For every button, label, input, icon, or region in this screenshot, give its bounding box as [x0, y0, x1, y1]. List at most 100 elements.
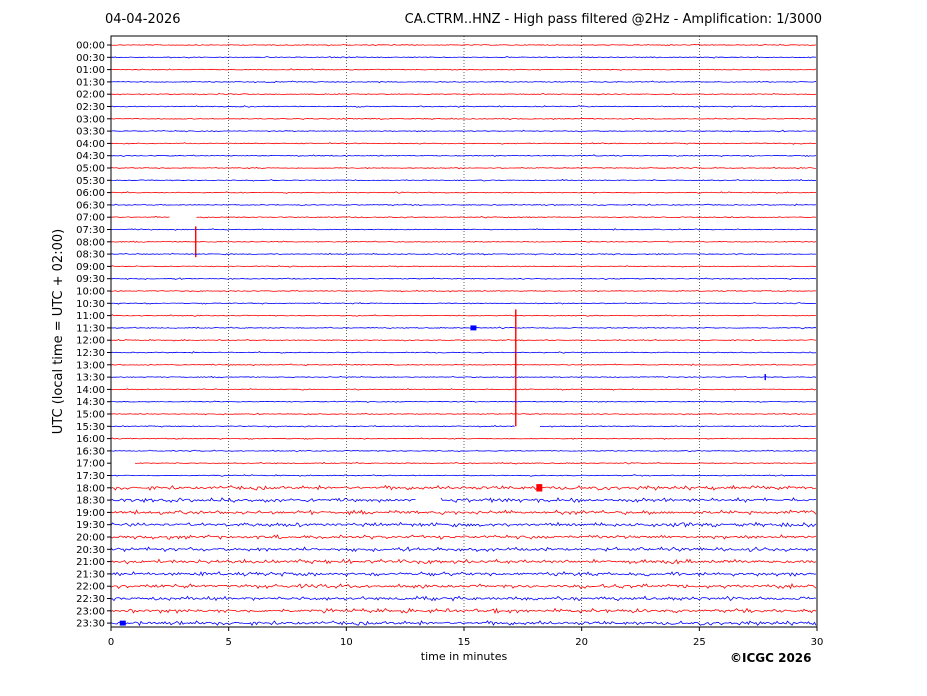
- y-tick-label: 22:30: [76, 594, 105, 605]
- trace-0300: [110, 117, 817, 121]
- y-tick-label: 06:30: [76, 200, 105, 211]
- y-tick-label: 14:00: [76, 385, 105, 396]
- y-tick-label: 09:00: [76, 262, 105, 273]
- trace-2330: [110, 620, 817, 627]
- x-axis-label: time in minutes: [421, 650, 508, 663]
- trace-1630: [110, 449, 817, 453]
- event-burst: [470, 325, 477, 331]
- trace-1900: [110, 509, 817, 516]
- y-axis-label: UTC (local time = UTC + 02:00): [51, 229, 66, 434]
- trace-0030: [110, 56, 817, 59]
- event-burst: [536, 484, 543, 492]
- y-tick-label: 21:00: [76, 557, 105, 568]
- trace-1600: [110, 437, 817, 440]
- y-tick-label: 10:00: [76, 287, 105, 298]
- trace-1300: [110, 363, 817, 367]
- y-tick-label: 01:30: [76, 77, 105, 88]
- trace-0800: [110, 240, 817, 243]
- y-tick-label: 16:30: [76, 446, 105, 457]
- y-tick-label: 17:00: [76, 459, 105, 470]
- y-tick-label: 04:00: [76, 139, 105, 150]
- trace-0830: [110, 252, 817, 256]
- y-tick-label: 07:30: [76, 225, 105, 236]
- y-tick-label: 10:30: [76, 299, 105, 310]
- chart-title: CA.CTRM..HNZ - High pass filtered @2Hz -…: [404, 12, 822, 27]
- y-tick-label: 21:30: [76, 569, 105, 580]
- trace-0600: [110, 191, 817, 194]
- x-tick-label: 25: [693, 637, 706, 648]
- trace-0230: [110, 105, 817, 108]
- trace-2030: [110, 546, 817, 553]
- y-tick-label: 12:00: [76, 336, 105, 347]
- y-tick-label: 22:00: [76, 582, 105, 593]
- trace-1700: [134, 461, 817, 465]
- x-tick-label: 0: [108, 637, 114, 648]
- y-tick-label: 23:00: [76, 606, 105, 617]
- y-tick-label: 08:00: [76, 237, 105, 248]
- trace-1500: [110, 412, 817, 416]
- y-tick-label: 16:00: [76, 434, 105, 445]
- trace-0000: [110, 43, 817, 47]
- trace-1130: [110, 326, 817, 330]
- y-tick-label: 09:30: [76, 274, 105, 285]
- y-tick-label: 15:00: [76, 410, 105, 421]
- copyright-label: ©ICGC 2026: [730, 651, 812, 665]
- trace-0130: [110, 80, 817, 84]
- y-tick-label: 19:30: [76, 520, 105, 531]
- trace-0500: [110, 166, 817, 170]
- y-tick-label: 03:30: [76, 127, 105, 138]
- y-tick-label: 03:00: [76, 114, 105, 125]
- trace-0900: [110, 265, 817, 268]
- trace-0430: [110, 154, 817, 158]
- trace-2200: [110, 583, 817, 590]
- y-tick-label: 13:30: [76, 373, 105, 384]
- y-tick-label: 02:30: [76, 102, 105, 113]
- y-tick-label: 08:30: [76, 250, 105, 261]
- vertical-grid: [228, 36, 700, 627]
- y-tick-label: 00:30: [76, 53, 105, 64]
- chart-date: 04-04-2026: [105, 12, 181, 27]
- x-tick-label: 10: [340, 637, 353, 648]
- trace-1330: [110, 375, 817, 379]
- y-tick-label: 20:30: [76, 545, 105, 556]
- trace-0400: [110, 142, 817, 145]
- x-tick-label: 5: [225, 637, 231, 648]
- trace-0630: [110, 203, 817, 207]
- trace-0200: [110, 92, 817, 96]
- y-tick-label: 23:30: [76, 619, 105, 630]
- trace-1100: [110, 314, 817, 317]
- trace-2100: [110, 558, 817, 565]
- traces-layer: [110, 43, 817, 627]
- y-tick-label: 18:30: [76, 496, 105, 507]
- trace-1530: [110, 425, 817, 428]
- trace-2130: [110, 571, 817, 577]
- y-tick-label: 04:30: [76, 151, 105, 162]
- y-tick-label: 12:30: [76, 348, 105, 359]
- y-tick-label: 14:30: [76, 397, 105, 408]
- y-tick-label: 05:00: [76, 164, 105, 175]
- trace-1230: [110, 351, 817, 354]
- plot-frame: [110, 35, 818, 628]
- y-tick-label: 01:00: [76, 65, 105, 76]
- trace-2300: [110, 607, 817, 615]
- x-tick-label: 20: [575, 637, 588, 648]
- trace-0700: [110, 215, 817, 219]
- y-tick-label: 20:00: [76, 533, 105, 544]
- trace-1800: [110, 484, 817, 491]
- y-tick-label: 07:00: [76, 213, 105, 224]
- trace-1430: [110, 400, 817, 403]
- trace-2000: [110, 534, 817, 540]
- y-tick-label: 05:30: [76, 176, 105, 187]
- trace-0730: [110, 228, 817, 231]
- trace-0530: [110, 179, 817, 182]
- event-burst: [119, 620, 126, 626]
- trace-2230: [110, 595, 817, 602]
- trace-0930: [110, 277, 817, 280]
- trace-0100: [110, 68, 817, 71]
- y-tick-label: 17:30: [76, 471, 105, 482]
- y-tick-label: 06:00: [76, 188, 105, 199]
- x-tick-label: 15: [458, 637, 471, 648]
- y-tick-label: 15:30: [76, 422, 105, 433]
